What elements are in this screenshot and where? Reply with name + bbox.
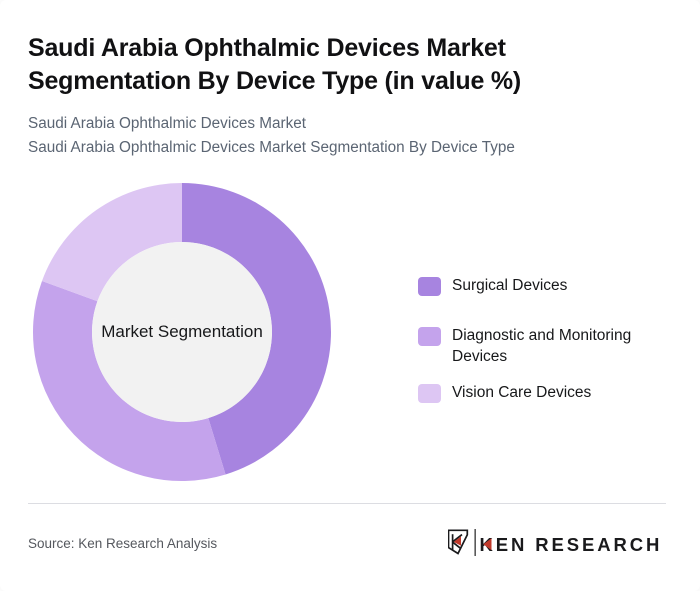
- svg-text:KEN RESEARCH: KEN RESEARCH: [480, 534, 663, 555]
- svg-text:Market Segmentation: Market Segmentation: [101, 322, 263, 341]
